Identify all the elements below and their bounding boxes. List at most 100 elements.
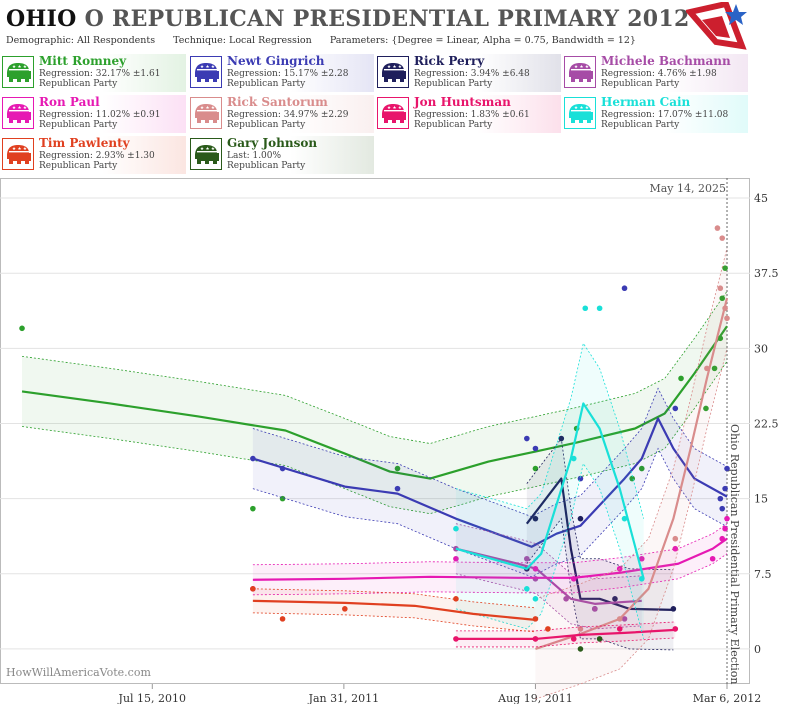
poll-point [558, 435, 565, 442]
chart-header: OHIO O REPUBLICAN PRESIDENTIAL PRIMARY 2… [6, 6, 750, 46]
poll-point [709, 555, 716, 562]
candidate-stat: Regression: 3.94% ±6.48 [414, 69, 530, 79]
candidate-card-ron-paul[interactable]: ★ ★ ★ Ron Paul Regression: 11.02% ±0.91 Rep… [0, 95, 186, 133]
y-tick-label: 15 [754, 493, 768, 506]
series-gary-johnson [577, 636, 603, 652]
poll-point [621, 616, 628, 622]
svg-text:★ ★ ★: ★ ★ ★ [200, 146, 215, 152]
poll-point [596, 636, 603, 642]
candidate-name: Michele Bachmann [601, 54, 731, 68]
series-newt-gingrich [250, 285, 730, 578]
poll-point [532, 515, 539, 522]
candidate-party: Republican Party [39, 79, 118, 89]
poll-point [532, 596, 539, 602]
candidate-card-mitt-romney[interactable]: ★ ★ ★ Mitt Romney Regression: 32.17% ±1.61… [0, 54, 186, 92]
trend-line [252, 417, 728, 548]
candidate-party: Republican Party [227, 120, 306, 130]
confidence-upper [21, 290, 728, 444]
candidate-stat: Regression: 4.76% ±1.98 [601, 69, 717, 79]
poll-point [616, 626, 623, 632]
poll-point [563, 596, 569, 602]
poll-point [596, 305, 603, 312]
y-tick-label: 22.5 [754, 417, 779, 430]
series-rick-santorum [532, 225, 730, 700]
candidate-card-michele-bachmann[interactable]: ★ ★ ★ Michele Bachmann Regression: 4.76% ±… [562, 54, 748, 92]
candidate-stat: Regression: 2.93% ±1.30 [39, 151, 155, 161]
poll-point [577, 475, 584, 482]
candidate-name: Ron Paul [39, 95, 100, 109]
confidence-band [252, 523, 728, 595]
series-herman-cain [453, 305, 645, 640]
poll-point [453, 636, 459, 642]
demographic-label: Demographic: [6, 35, 75, 46]
poll-point [570, 636, 577, 642]
poll-point [532, 445, 539, 452]
confidence-upper [455, 621, 676, 632]
candidate-party: Republican Party [39, 161, 118, 171]
technique-value: Local Regression [229, 35, 312, 46]
poll-point [394, 485, 401, 492]
elephant-icon: ★ ★ ★ [2, 138, 34, 170]
poll-point [678, 375, 684, 382]
candidate-card-herman-cain[interactable]: ★ ★ ★ Herman Cain Regression: 17.07% ±11.0… [562, 95, 748, 133]
svg-text:★ ★ ★: ★ ★ ★ [387, 64, 402, 70]
poll-point [524, 555, 530, 562]
poll-point [670, 606, 677, 612]
confidence-upper [455, 523, 642, 580]
x-tick-label: Mar 6, 2012 [693, 692, 762, 704]
race-title: O REPUBLICAN PRESIDENTIAL PRIMARY [84, 6, 620, 32]
series-tim-pawlenty [250, 586, 551, 633]
candidate-name: Herman Cain [601, 95, 691, 109]
poll-point [717, 495, 724, 502]
svg-text:★ ★ ★: ★ ★ ★ [12, 64, 27, 70]
trend-line [535, 297, 729, 650]
svg-text:★ ★ ★: ★ ★ ★ [574, 105, 589, 111]
current-date-label: May 14, 2025 [649, 182, 726, 195]
poll-point [638, 575, 645, 582]
candidate-card-jon-huntsman[interactable]: ★ ★ ★ Jon Huntsman Regression: 1.83% ±0.61… [375, 95, 561, 133]
elephant-icon: ★ ★ ★ [377, 97, 409, 129]
candidate-card-gary-johnson[interactable]: ★ ★ ★ Gary Johnson Last: 1.00% Republican P… [188, 136, 374, 174]
poll-point [724, 515, 730, 522]
candidate-card-rick-santorum[interactable]: ★ ★ ★ Rick Santorum Regression: 34.97% ±2.… [188, 95, 374, 133]
poll-point [279, 616, 286, 622]
confidence-band [455, 343, 644, 639]
poll-point [524, 586, 530, 592]
confidence-lower [252, 612, 536, 633]
candidate-name: Rick Santorum [227, 95, 328, 109]
confidence-lower [535, 348, 728, 700]
candidate-card-newt-gingrich[interactable]: ★ ★ ★ Newt Gingrich Regression: 15.17% ±2.… [188, 54, 374, 92]
state-name: OHIO [6, 6, 77, 32]
poll-point [616, 616, 623, 622]
poll-point [250, 455, 256, 462]
poll-point [711, 365, 718, 372]
candidate-name: Jon Huntsman [414, 95, 511, 109]
poll-point [722, 265, 728, 271]
poll-point [638, 465, 645, 472]
poll-point [570, 575, 577, 582]
elephant-icon: ★ ★ ★ [564, 97, 596, 129]
poll-point [532, 616, 539, 622]
poll-point [577, 515, 584, 522]
poll-point [722, 305, 728, 312]
poll-point [577, 646, 584, 652]
poll-point [453, 525, 459, 532]
poll-point [621, 515, 628, 522]
poll-point [719, 235, 726, 241]
poll-point [453, 596, 459, 602]
confidence-band [455, 523, 642, 629]
candidate-card-rick-perry[interactable]: ★ ★ ★ Rick Perry Regression: 3.94% ±6.48 Re… [375, 54, 561, 92]
parameters-line: Demographic: All Respondents Technique: … [6, 35, 750, 46]
y-tick-label: 45 [754, 192, 768, 205]
candidate-stat: Regression: 32.17% ±1.61 [39, 69, 161, 79]
candidate-stat: Regression: 11.02% ±0.91 [39, 110, 161, 120]
y-tick-label: 7.5 [754, 568, 772, 581]
poll-point [719, 535, 726, 542]
poll-point [532, 636, 539, 642]
candidate-card-tim-pawlenty[interactable]: ★ ★ ★ Tim Pawlenty Regression: 2.93% ±1.30… [0, 136, 186, 174]
elephant-icon: ★ ★ ★ [564, 56, 596, 88]
poll-point [570, 455, 577, 462]
poll-point [250, 505, 256, 512]
poll-point [532, 565, 539, 572]
poll-point [703, 405, 709, 412]
